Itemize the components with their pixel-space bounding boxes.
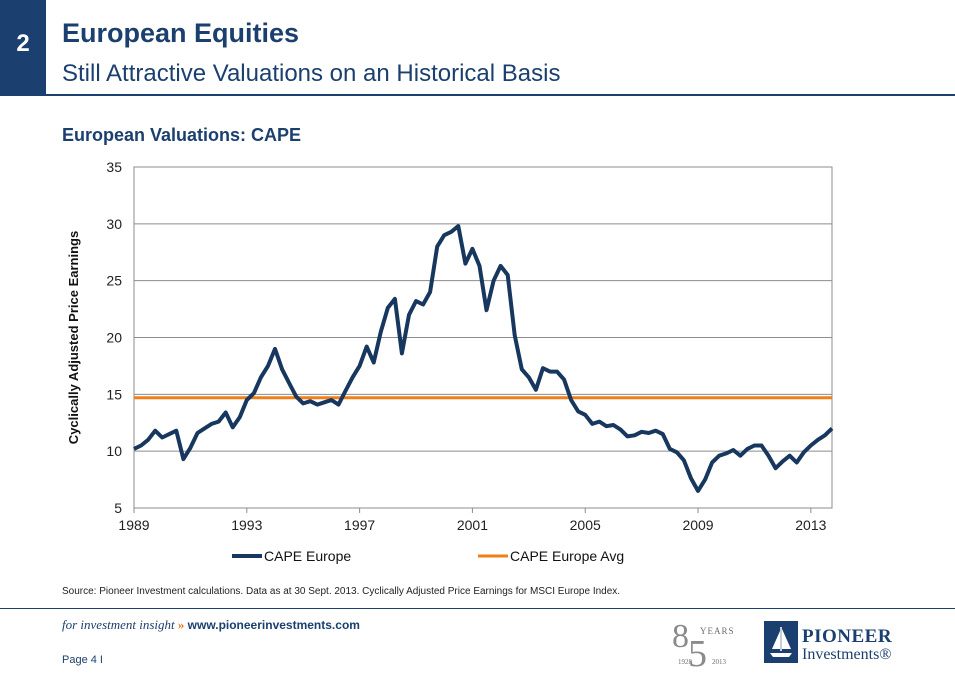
y-tick-label: 5 [114,500,122,516]
website-link[interactable]: www.pioneerinvestments.com [187,618,360,632]
anniversary-logo: 8 5 YEARS 1928 2013 [672,618,738,675]
anniversary-years: YEARS [700,626,735,636]
y-tick-label: 35 [106,159,122,175]
chevron-icon: » [177,617,185,632]
anniversary-start: 1928 [678,658,692,666]
page-number: Page 4 I [62,654,103,666]
y-axis-label: Cyclically Adjusted Price Earnings [66,231,81,444]
x-tick-label: 2009 [682,517,713,533]
source-note: Source: Pioneer Investment calculations.… [62,586,621,597]
legend-label: CAPE Europe Avg [510,548,624,564]
x-tick-label: 1997 [344,517,375,533]
header-divider [46,94,955,96]
x-tick-label: 2001 [457,517,488,533]
tagline-text: for investment insight [62,617,175,632]
legend-label: CAPE Europe [264,548,351,564]
x-tick-label: 1989 [118,517,149,533]
y-tick-label: 20 [106,330,122,346]
y-tick-label: 10 [106,443,122,459]
y-tick-label: 25 [106,273,122,289]
logo-subtitle: Investments® [802,646,892,663]
section-badge: 2 [0,0,46,96]
anniversary-eight: 8 [672,618,689,655]
anniversary-five: 5 [688,633,707,675]
logo-name: PIONEER [802,626,893,647]
x-tick-label: 2013 [795,517,826,533]
y-tick-label: 15 [106,386,122,402]
page-subtitle: Still Attractive Valuations on an Histor… [62,60,561,87]
footer-divider [0,608,955,609]
plot-area [133,166,833,509]
series-line-cape-europe [133,224,834,493]
section-number: 2 [16,30,30,57]
x-tick-label: 2005 [570,517,601,533]
pioneer-ship-icon [764,621,798,663]
cape-chart: 5 10 15 20 25 30 35 1989 1993 1997 2001 2005 2009 201… [66,159,834,564]
anniversary-end: 2013 [712,658,726,666]
chart-title: European Valuations: CAPE [62,125,302,145]
x-tick-label: 1993 [231,517,262,533]
page-title: European Equities [62,18,300,48]
footer-tagline: for investment insight » www.pioneerinve… [62,617,360,633]
y-tick-label: 30 [106,216,122,232]
